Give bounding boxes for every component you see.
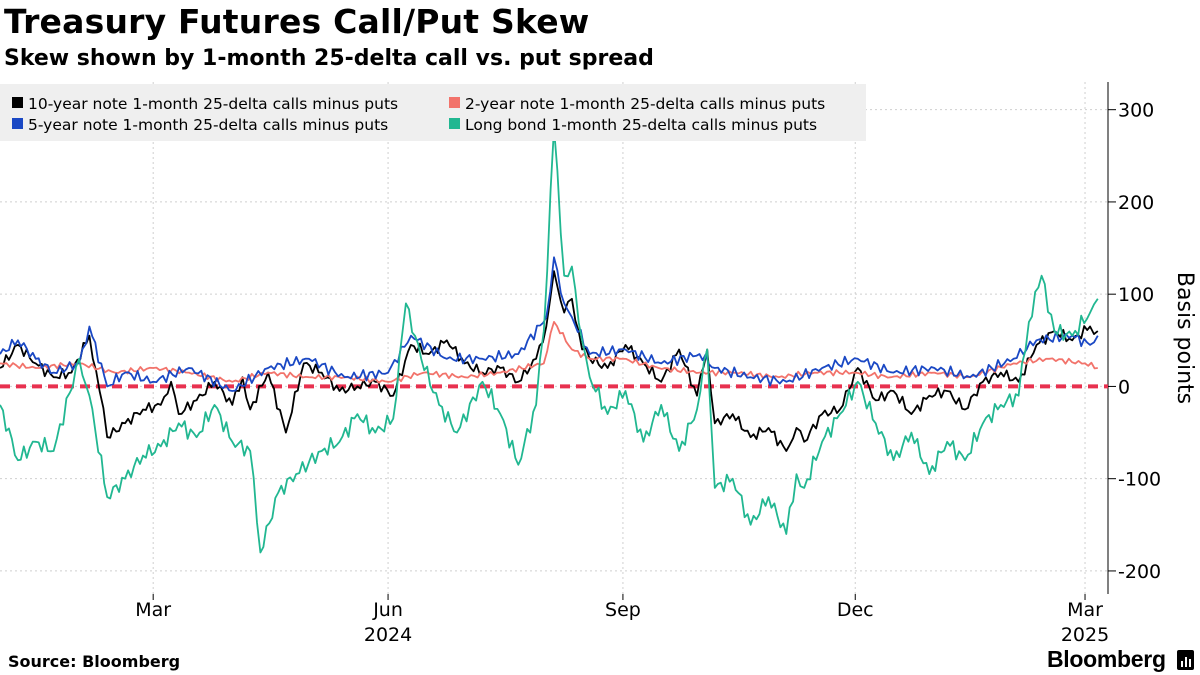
legend-swatch xyxy=(12,97,23,108)
x-tick-label: Jun xyxy=(372,599,403,621)
x-tick-label: Mar xyxy=(135,599,171,621)
brand-logo-text: Bloomberg xyxy=(1047,646,1166,672)
legend-background xyxy=(0,84,866,141)
y-tick-label: 300 xyxy=(1118,100,1154,122)
x-year-label: 2024 xyxy=(364,624,412,646)
legend-label: Long bond 1-month 25-delta calls minus p… xyxy=(465,116,817,134)
legend-swatch xyxy=(12,118,23,129)
y-tick-label: -100 xyxy=(1118,469,1161,491)
legend-label: 10-year note 1-month 25-delta calls minu… xyxy=(28,95,398,113)
series-line xyxy=(0,127,1099,554)
series-line xyxy=(0,321,1098,384)
y-tick-label: 0 xyxy=(1118,376,1130,398)
chart-subtitle: Skew shown by 1-month 25-delta call vs. … xyxy=(4,46,654,71)
series-line xyxy=(0,256,1099,392)
legend: 10-year note 1-month 25-delta calls minu… xyxy=(0,84,866,141)
y-tick-label: -200 xyxy=(1118,561,1161,583)
x-tick-label: Sep xyxy=(605,599,641,621)
bloomberg-terminal-icon xyxy=(1177,650,1194,670)
x-tick-label: Mar xyxy=(1067,599,1103,621)
legend-swatch xyxy=(449,118,460,129)
chart-title: Treasury Futures Call/Put Skew xyxy=(4,2,590,41)
legend-label: 5-year note 1-month 25-delta calls minus… xyxy=(28,116,388,134)
x-year-label: 2025 xyxy=(1061,624,1109,646)
legend-swatch xyxy=(449,97,460,108)
legend-label: 2-year note 1-month 25-delta calls minus… xyxy=(465,95,825,113)
series-line xyxy=(0,270,1099,452)
x-tick-label: Dec xyxy=(837,599,874,621)
y-tick-label: 100 xyxy=(1118,284,1154,306)
source-note: Source: Bloomberg xyxy=(8,652,181,671)
y-axis-label: Basis points xyxy=(1172,272,1197,404)
y-tick-label: 200 xyxy=(1118,192,1154,214)
